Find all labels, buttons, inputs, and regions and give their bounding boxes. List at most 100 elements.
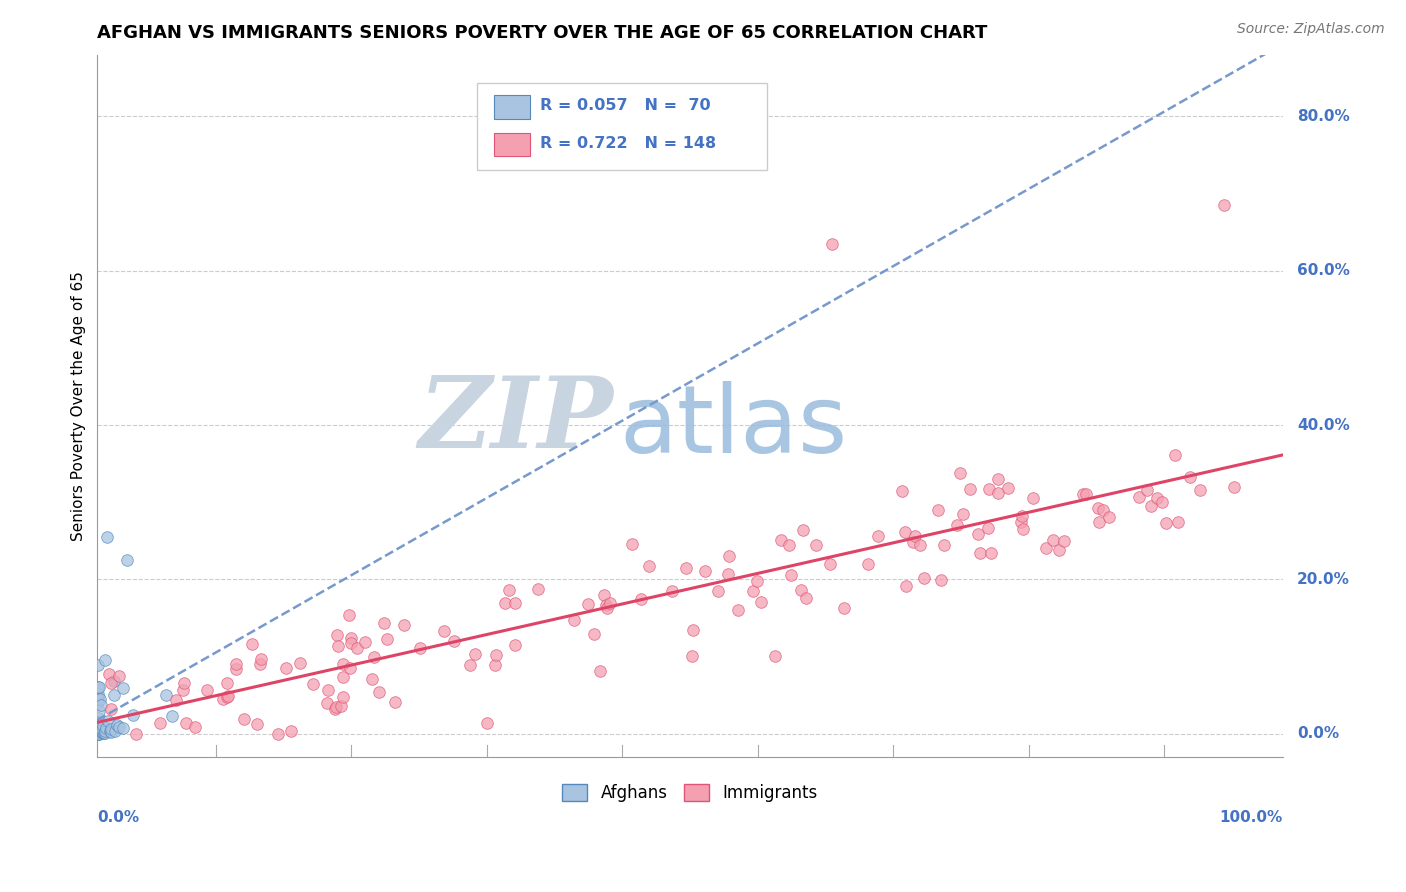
Point <box>932 539 955 553</box>
Point <box>93 726 115 740</box>
Point <box>86 723 108 738</box>
Point <box>987 485 1010 500</box>
Point <box>86 724 108 739</box>
Point <box>87 722 110 736</box>
Point <box>503 596 526 610</box>
Point <box>620 537 643 551</box>
Point <box>959 483 981 497</box>
Point <box>977 521 1000 535</box>
Point <box>217 690 239 705</box>
Point <box>86 695 108 709</box>
Point <box>562 613 585 627</box>
Point <box>1180 470 1202 484</box>
Point <box>796 591 818 606</box>
Point <box>866 529 889 543</box>
Point <box>596 601 619 615</box>
Text: 60.0%: 60.0% <box>1298 263 1350 278</box>
Point <box>949 466 972 480</box>
Point <box>433 624 456 639</box>
Point <box>86 726 108 740</box>
Point <box>87 727 110 741</box>
Point <box>1156 516 1178 531</box>
Point <box>1010 515 1032 529</box>
Point <box>908 538 931 552</box>
Text: R = 0.057   N =  70: R = 0.057 N = 70 <box>540 98 710 113</box>
Point <box>86 718 108 732</box>
Point <box>111 721 134 735</box>
Point <box>1087 500 1109 515</box>
Point <box>87 726 110 740</box>
FancyBboxPatch shape <box>477 83 768 170</box>
Point <box>583 627 606 641</box>
Point <box>90 698 112 713</box>
Point <box>599 596 621 610</box>
Point <box>332 690 354 704</box>
Point <box>91 726 114 740</box>
Point <box>340 635 363 649</box>
Point <box>100 702 122 716</box>
Point <box>94 721 117 735</box>
Point <box>87 711 110 725</box>
Point <box>87 726 110 740</box>
Point <box>225 657 247 672</box>
Point <box>821 236 844 251</box>
Point <box>87 727 110 741</box>
Legend: Afghans, Immigrants: Afghans, Immigrants <box>555 777 824 808</box>
Point <box>1088 515 1111 529</box>
Point <box>87 723 110 738</box>
Point <box>707 584 730 599</box>
Point <box>91 724 114 739</box>
Point <box>217 690 239 704</box>
Point <box>1128 491 1150 505</box>
Point <box>475 715 498 730</box>
Point <box>392 617 415 632</box>
Point <box>682 624 704 638</box>
Point <box>96 530 118 544</box>
Point <box>630 591 652 606</box>
Point <box>242 637 264 651</box>
Point <box>233 713 256 727</box>
Point <box>987 472 1010 486</box>
Point <box>578 597 600 611</box>
Point <box>91 719 114 733</box>
Point <box>717 567 740 582</box>
Point <box>409 640 432 655</box>
FancyBboxPatch shape <box>495 95 530 119</box>
Point <box>901 535 924 549</box>
Point <box>112 681 135 695</box>
Point <box>1098 510 1121 524</box>
Point <box>89 726 111 740</box>
Point <box>155 688 177 702</box>
Point <box>717 549 740 564</box>
Point <box>174 716 197 731</box>
Point <box>945 518 967 533</box>
Point <box>89 691 111 706</box>
Point <box>589 664 612 678</box>
Point <box>818 557 841 571</box>
Point <box>661 584 683 599</box>
Point <box>339 631 361 645</box>
Point <box>98 723 121 738</box>
Point <box>165 693 187 707</box>
Point <box>86 681 108 695</box>
Point <box>125 727 148 741</box>
Text: AFGHAN VS IMMIGRANTS SENIORS POVERTY OVER THE AGE OF 65 CORRELATION CHART: AFGHAN VS IMMIGRANTS SENIORS POVERTY OVE… <box>97 24 988 42</box>
Point <box>89 718 111 732</box>
Point <box>780 568 803 582</box>
Point <box>354 634 377 648</box>
Point <box>682 649 704 664</box>
Point <box>1150 494 1173 508</box>
Point <box>98 666 121 681</box>
Point <box>595 598 617 612</box>
Point <box>498 583 520 598</box>
Point <box>1146 491 1168 506</box>
Point <box>86 727 108 741</box>
Point <box>86 718 108 732</box>
Point <box>87 658 110 673</box>
Point <box>86 727 108 741</box>
Point <box>832 600 855 615</box>
Point <box>246 717 269 731</box>
Point <box>86 727 108 741</box>
Point <box>1071 487 1094 501</box>
Text: 20.0%: 20.0% <box>1298 572 1350 587</box>
